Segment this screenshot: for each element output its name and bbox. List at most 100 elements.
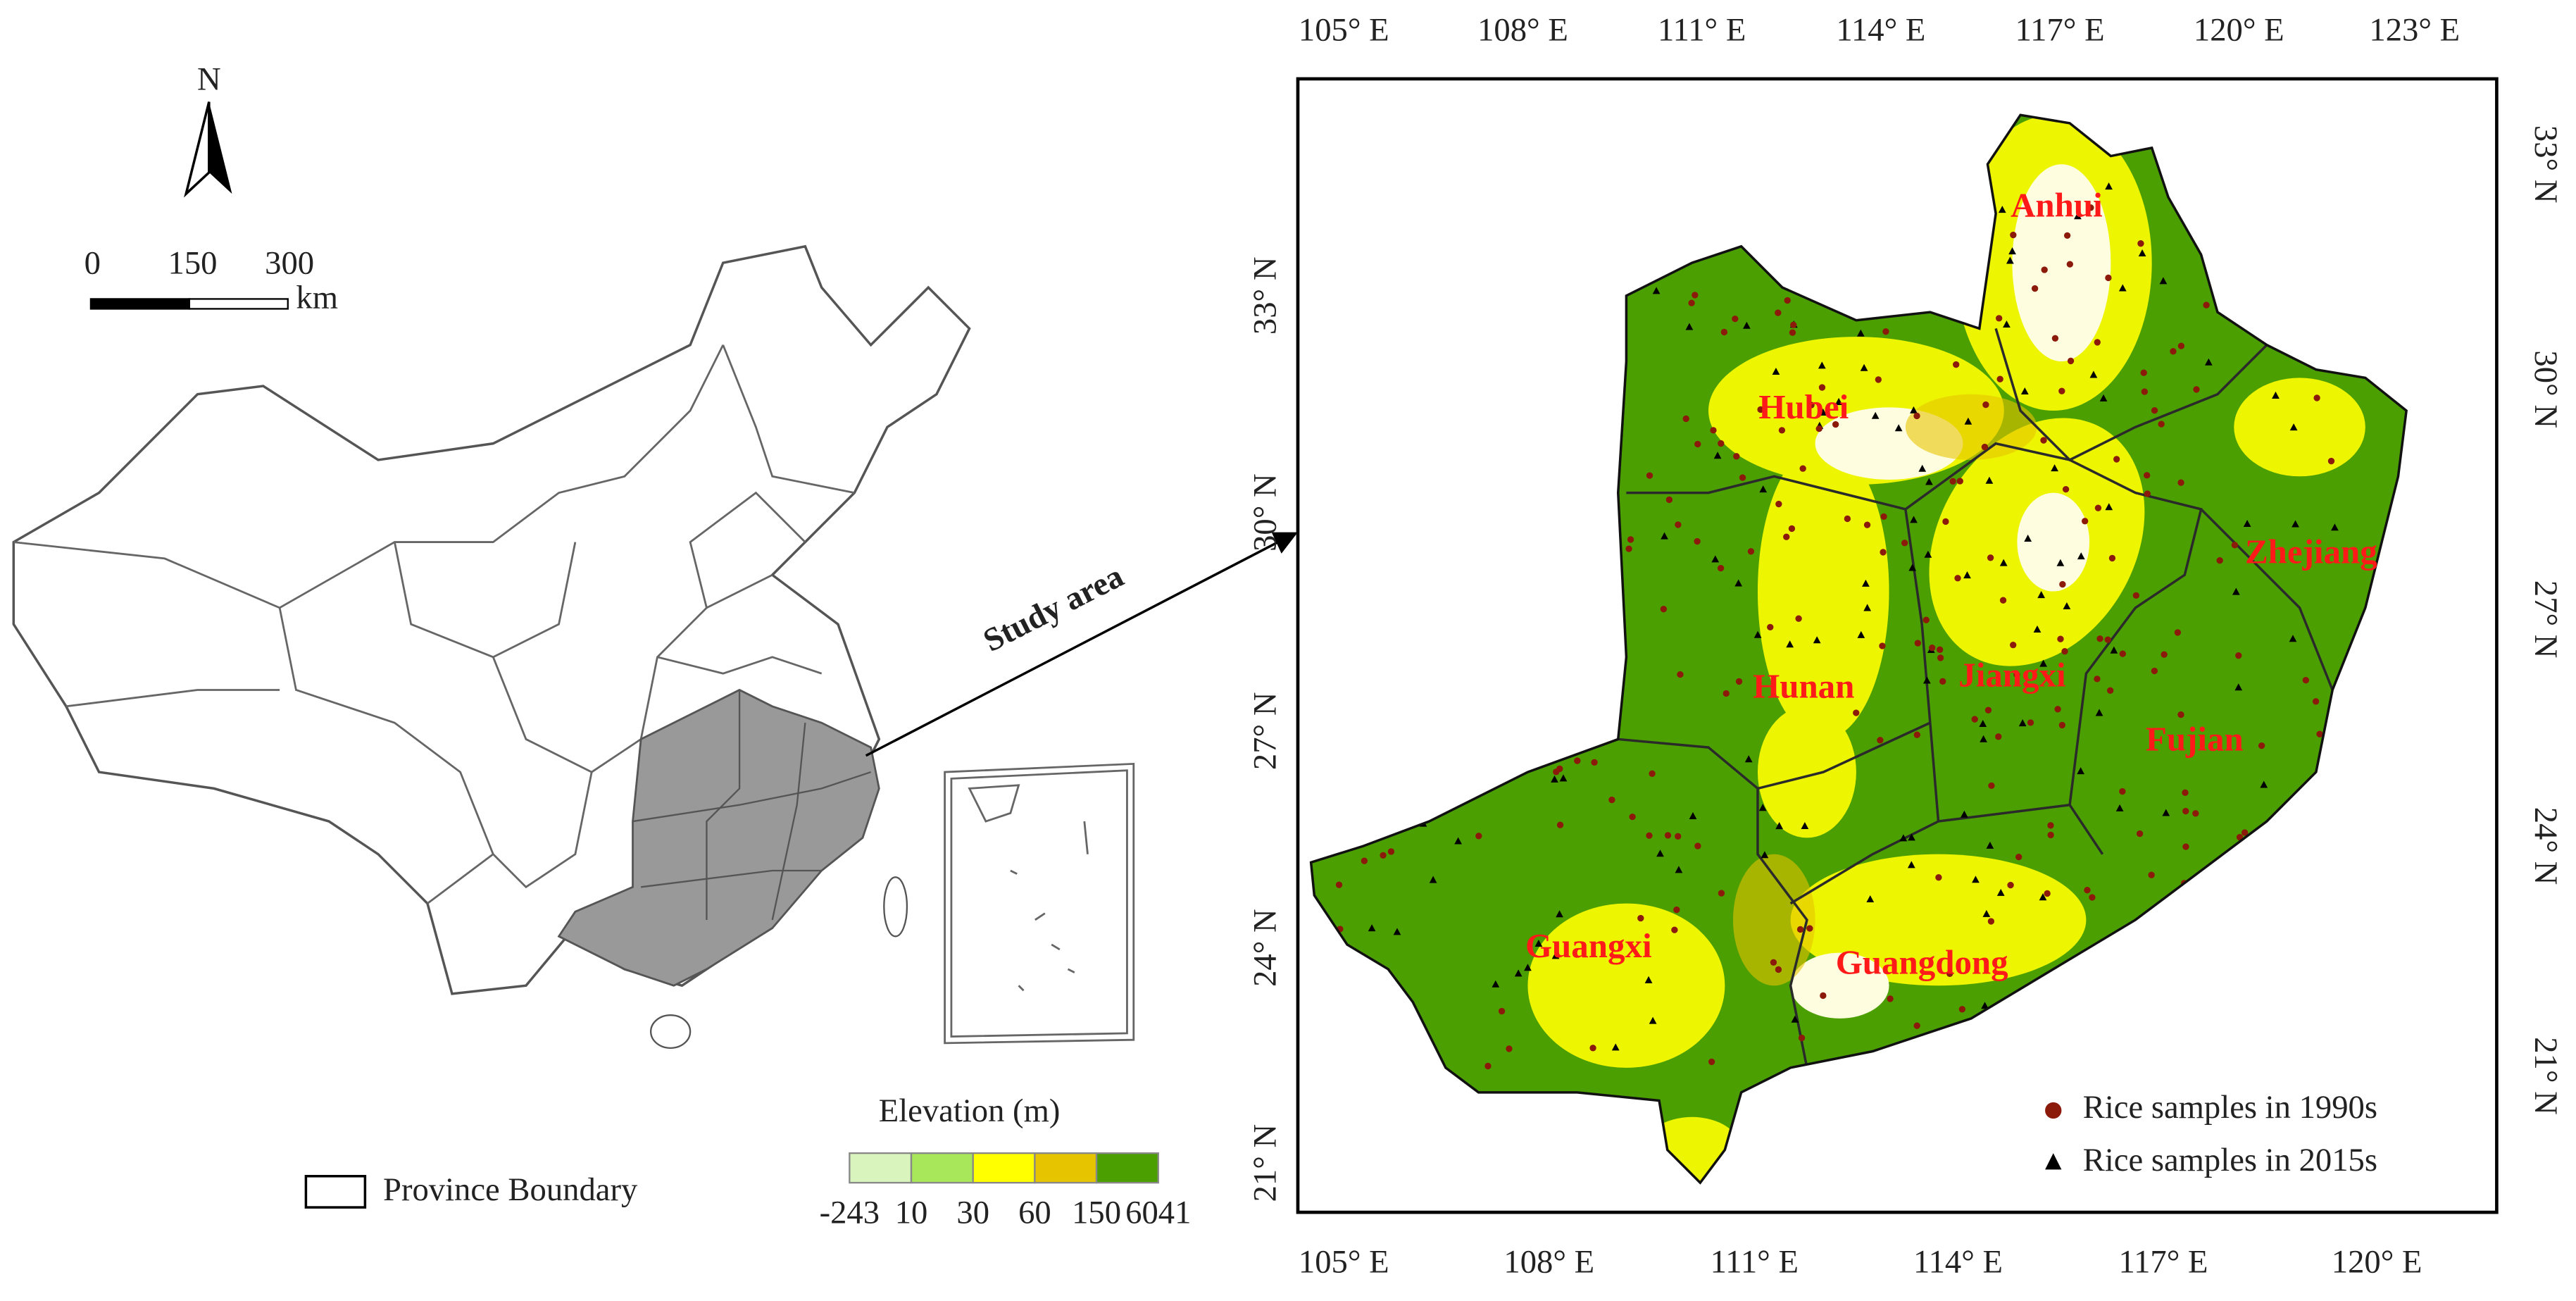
sample-point — [1806, 925, 1813, 932]
sample-point — [1996, 375, 2003, 382]
sample-point — [1778, 427, 1786, 434]
province-label: Hubei — [1758, 387, 1849, 426]
sample-point — [1786, 640, 1794, 648]
sample-point — [2231, 542, 2239, 549]
sample-point — [2260, 780, 2268, 788]
sample-point — [2067, 357, 2075, 365]
sample-point — [1711, 555, 1720, 563]
sample-point — [2144, 472, 2151, 479]
sample-point — [2027, 719, 2034, 726]
sample-point — [1664, 832, 1672, 839]
sample-point — [2161, 651, 2168, 658]
sample-point — [1937, 654, 1944, 661]
sample-point — [1656, 849, 1664, 857]
sample-point — [1694, 537, 1701, 545]
sample-point — [2056, 559, 2065, 566]
sample-point — [1713, 452, 1722, 459]
sample-point — [2033, 625, 2042, 633]
sample-point — [1556, 821, 1564, 828]
sample-point — [1694, 842, 1701, 849]
sample-point — [1913, 731, 1920, 738]
sample-point — [2037, 591, 2046, 599]
sample-point — [2289, 635, 2297, 642]
sample-point — [1863, 521, 1871, 528]
sample-point — [2182, 789, 2189, 797]
sample-point — [2312, 698, 2320, 705]
sample-point — [2094, 339, 2101, 346]
top-graticule-label: 123° E — [2369, 11, 2460, 48]
sample-point — [1770, 959, 1777, 966]
pointer-arrowhead — [1271, 532, 1298, 554]
sample-point — [1685, 323, 1694, 330]
sample-point — [2018, 719, 2027, 727]
sample-point — [1995, 733, 2002, 740]
china-outline — [12, 244, 971, 995]
sample-point — [1981, 1002, 1989, 1009]
sample-point — [1818, 361, 1826, 369]
elevation-break: 30 — [956, 1194, 989, 1231]
sample-point — [1574, 757, 1581, 764]
sample-point — [1808, 401, 1815, 409]
province-label: Zhejiang — [2245, 532, 2377, 571]
sample-point — [1795, 615, 1802, 622]
sample-point — [1761, 851, 1769, 859]
sample-point — [1924, 550, 1932, 558]
sample-point — [1922, 676, 1931, 684]
sample-point — [1735, 678, 1743, 685]
sample-point — [1757, 406, 1764, 413]
sample-point — [2192, 810, 2199, 817]
sample-point — [2313, 394, 2320, 401]
inset-map — [944, 762, 1135, 1045]
province-label: Guangxi — [1525, 926, 1652, 965]
elevation-break: 150 — [1072, 1194, 1121, 1231]
sample-point — [1875, 376, 1882, 383]
sample-point — [1644, 976, 1653, 983]
province-boundary-swatch — [304, 1175, 367, 1209]
study-area-label: Study area — [977, 558, 1130, 659]
sample-point — [2058, 387, 2065, 394]
sample-point — [1677, 671, 1684, 678]
taiwan — [883, 876, 908, 938]
sample-point — [1506, 1045, 1513, 1052]
elevation-break: 6041 — [1125, 1194, 1191, 1231]
hainan — [649, 1014, 692, 1050]
sample-point — [2141, 388, 2149, 395]
sample-point — [2031, 285, 2039, 292]
study-area-inner-lines — [632, 690, 872, 921]
sample-point — [2302, 677, 2310, 684]
sample-point — [2177, 711, 2184, 718]
sample-point — [2234, 683, 2243, 691]
sample-point — [1949, 478, 1956, 485]
sample-point — [1798, 1034, 1806, 1042]
sample-point — [1534, 940, 1543, 947]
sample-point — [1832, 421, 1839, 428]
sample-point — [1982, 909, 1991, 917]
bottom-graticule-label: 117° E — [2118, 1243, 2208, 1280]
sample-point — [1996, 315, 2003, 322]
top-graticule-label: 105° E — [1299, 11, 1389, 48]
sample-point — [1710, 427, 1717, 434]
sample-point — [1524, 964, 1532, 971]
sample-point — [2177, 342, 2185, 349]
sample-point — [1979, 720, 1987, 728]
sample-point — [1627, 536, 1634, 543]
sample-point — [1788, 525, 1796, 533]
sample-point — [1791, 1015, 1799, 1023]
sample-point — [1982, 401, 1989, 409]
sample-point — [1863, 604, 1872, 611]
province-label: Guangdong — [1836, 942, 2008, 981]
sample-point — [2235, 652, 2242, 659]
sample-point — [1984, 706, 1992, 714]
sample-point — [1913, 412, 1920, 420]
sample-point — [1660, 606, 1667, 613]
sample-point — [1801, 821, 1809, 829]
sample-point — [2243, 520, 2251, 528]
sample-point — [1980, 735, 1987, 742]
sample-point — [2061, 648, 2068, 655]
sample-point — [1853, 709, 1860, 716]
sample-point — [2094, 504, 2102, 511]
sample-point — [1819, 408, 1827, 416]
sample-point — [1361, 857, 1368, 864]
north-label: N — [197, 61, 221, 97]
